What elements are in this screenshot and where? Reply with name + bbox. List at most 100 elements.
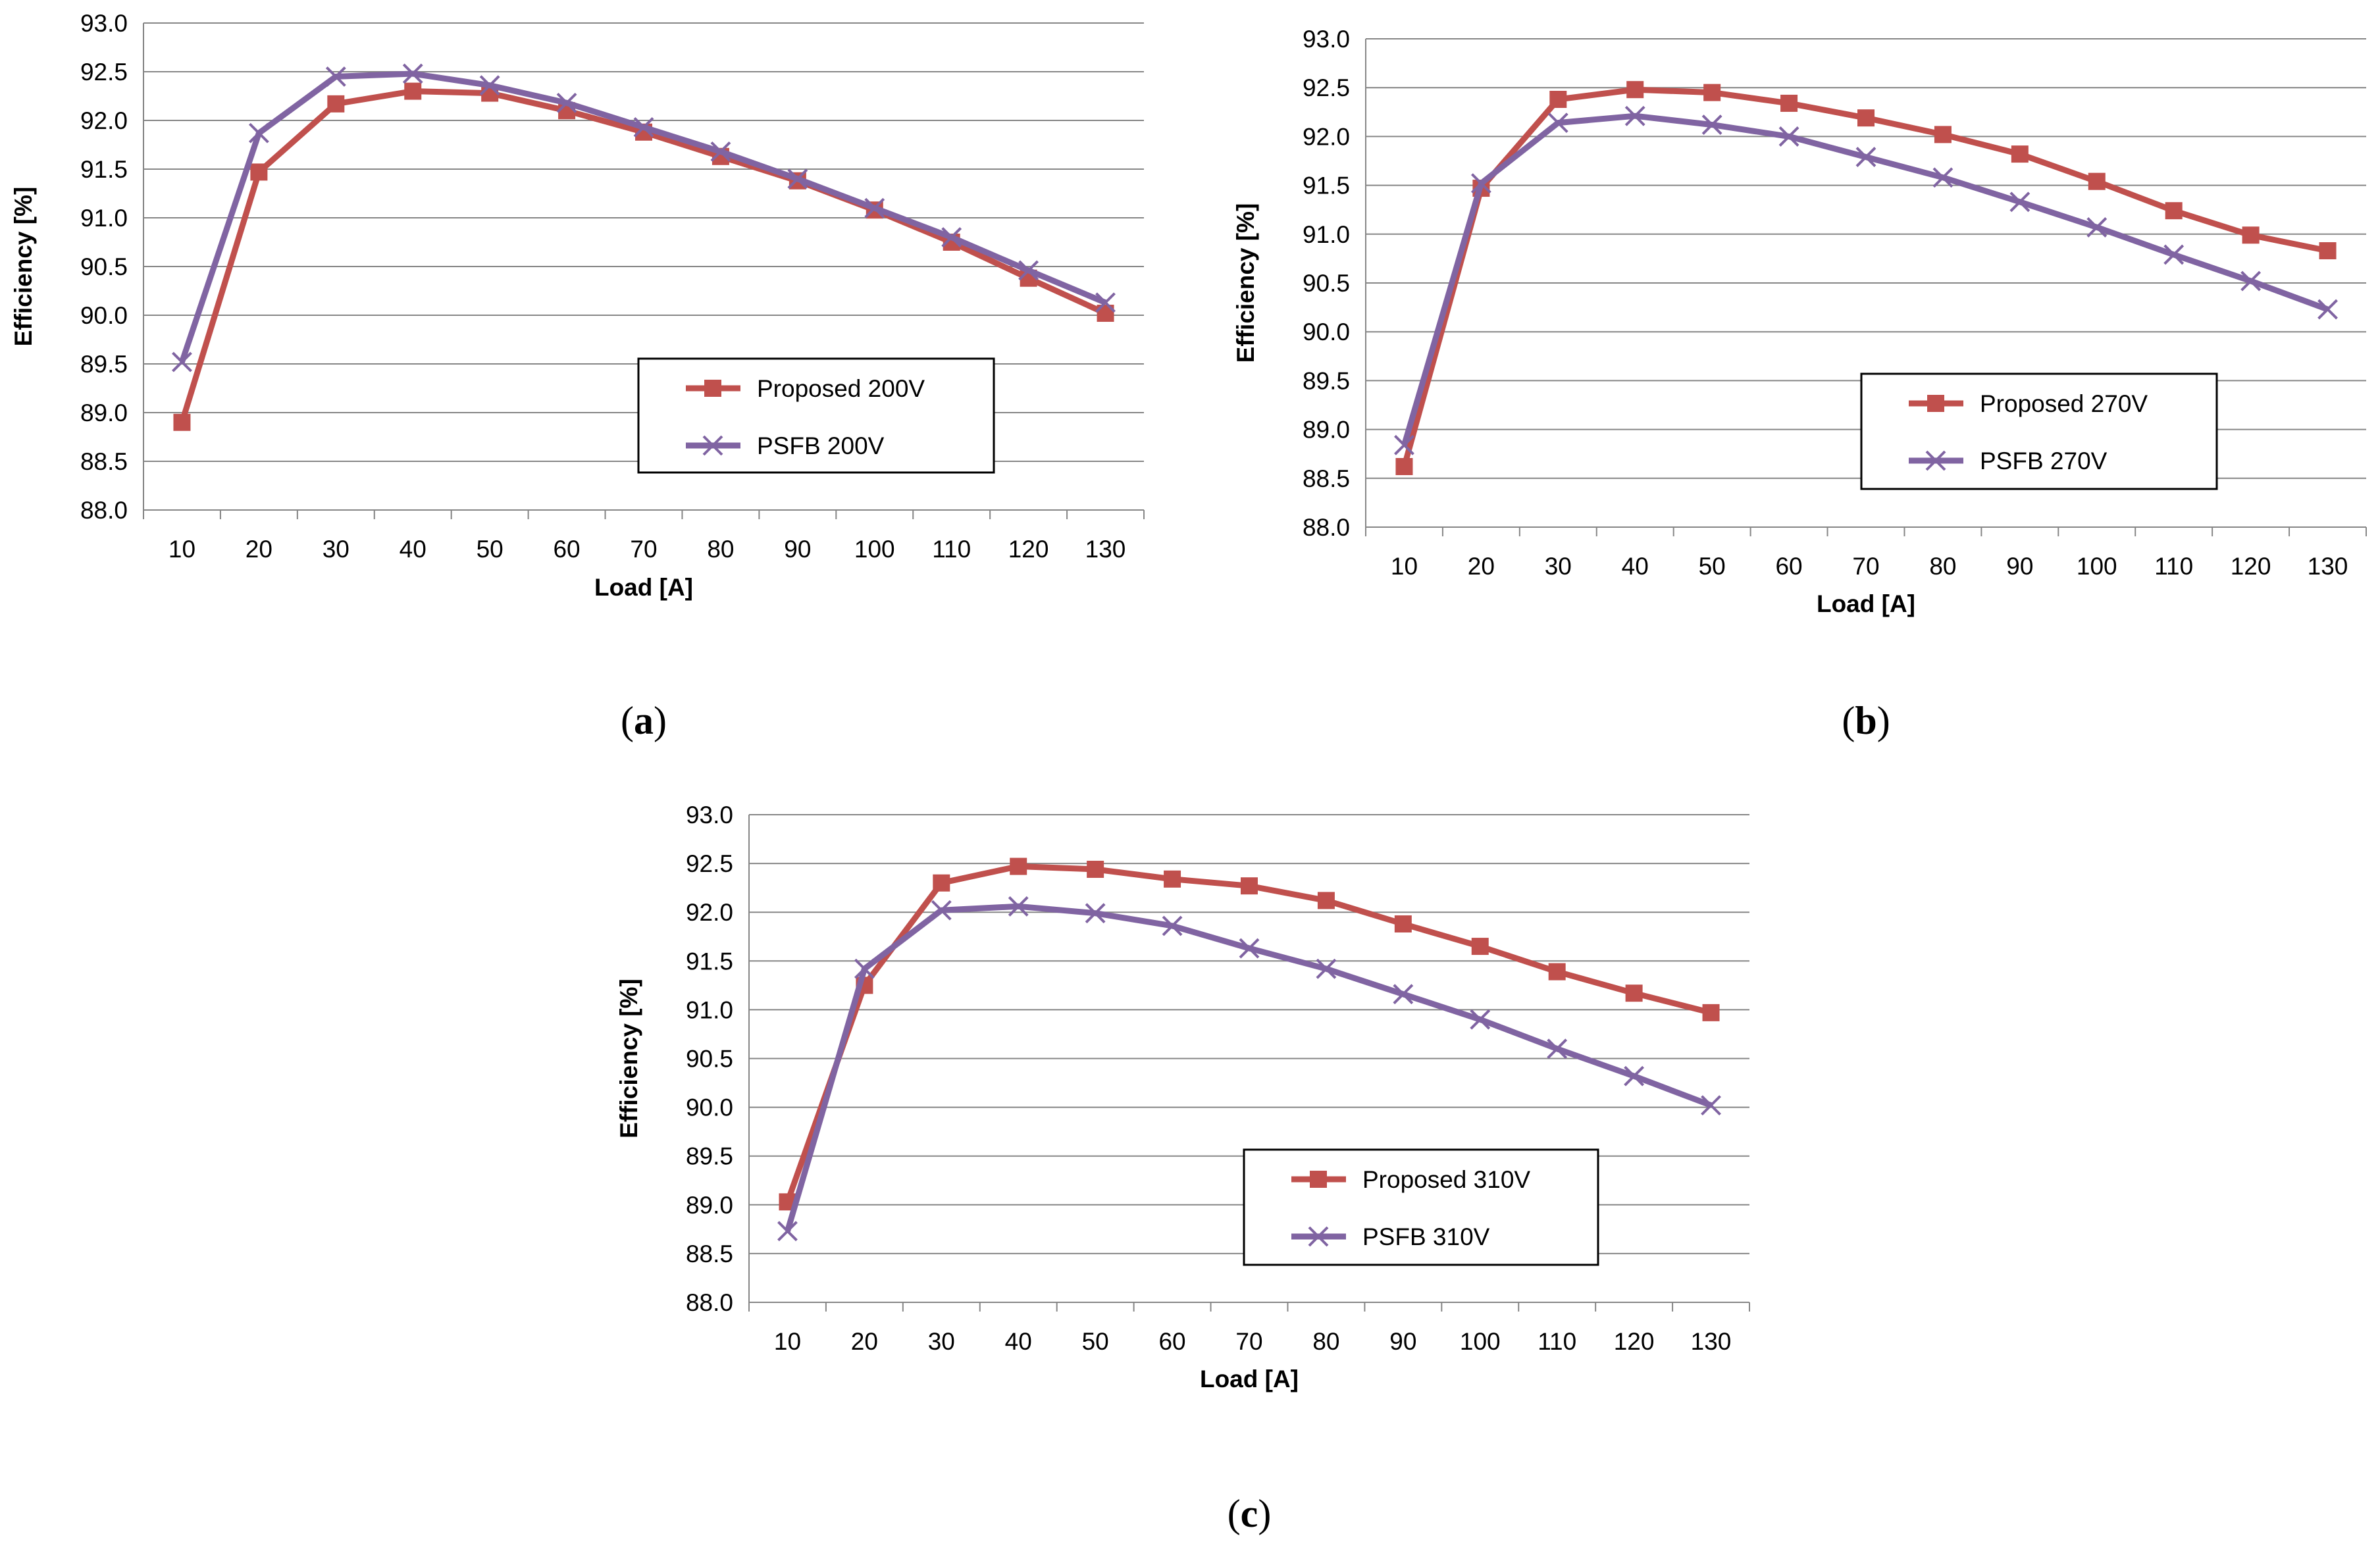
data-point-psfb xyxy=(1085,903,1106,924)
x-tick-label: 80 xyxy=(1929,553,1956,580)
panel-label: (c) xyxy=(1228,1492,1272,1535)
x-tick-label: 110 xyxy=(932,536,971,563)
data-point-proposed xyxy=(2088,172,2106,190)
y-tick-label: 89.0 xyxy=(686,1192,733,1219)
x-tick-label: 80 xyxy=(707,536,734,563)
data-point-psfb xyxy=(777,1221,798,1242)
legend-box xyxy=(637,357,995,474)
legend-box xyxy=(1860,372,2218,490)
x-tick-label: 90 xyxy=(2006,553,2033,580)
x-tick-label: 90 xyxy=(1389,1328,1416,1355)
x-tick-label: 100 xyxy=(1460,1328,1501,1355)
legend-box xyxy=(1243,1148,1599,1266)
y-tick-label: 93.0 xyxy=(1303,26,1350,53)
legend-label: PSFB 270V xyxy=(1980,447,2108,474)
y-tick-label: 91.0 xyxy=(686,996,733,1023)
data-point-proposed xyxy=(327,95,345,113)
legend-label: Proposed 200V xyxy=(757,375,925,402)
y-tick-label: 90.5 xyxy=(686,1046,733,1073)
x-tick-label: 120 xyxy=(1008,536,1049,563)
data-point-psfb xyxy=(1470,1009,1491,1030)
data-point-psfb xyxy=(2163,244,2185,265)
y-tick-label: 92.5 xyxy=(80,59,128,86)
data-point-proposed xyxy=(1625,984,1643,1002)
data-point-psfb xyxy=(931,900,952,921)
y-tick-label: 91.0 xyxy=(1303,221,1350,248)
x-tick-label: 70 xyxy=(630,536,657,563)
data-point-psfb xyxy=(402,63,423,84)
y-tick-label: 88.0 xyxy=(80,497,128,524)
chart-panel-b: 88.0 88.5 89.0 89.5 90.0 90.5 91.0 91.5 92.0 92.5… xyxy=(1232,26,2367,742)
data-point-proposed xyxy=(250,163,268,181)
x-tick-label: 60 xyxy=(1158,1328,1185,1355)
y-tick-label: 88.5 xyxy=(1303,465,1350,492)
data-point-proposed xyxy=(2242,226,2260,244)
x-tick-label: 80 xyxy=(1312,1328,1339,1355)
data-point-psfb xyxy=(1701,1095,1721,1116)
chart-panel-c: 88.0 88.5 89.0 89.5 90.0 90.5 91.0 91.5 92.0 92.5… xyxy=(615,802,1750,1535)
data-point-psfb xyxy=(1932,167,1953,188)
legend-marker-square xyxy=(1310,1171,1327,1188)
legend-marker-x xyxy=(702,435,723,456)
y-tick-label: 88.0 xyxy=(1303,514,1350,541)
legend: Proposed 270V PSFB 270V xyxy=(1860,372,2218,490)
legend-label: PSFB 200V xyxy=(757,432,885,459)
data-point-psfb xyxy=(1095,292,1116,313)
chart-panel-a: 88.0 88.5 89.0 89.5 90.0 90.5 91.0 91.5 92.0 92.5… xyxy=(10,10,1145,742)
data-point-proposed xyxy=(1702,1004,1720,1021)
panel-label: (a) xyxy=(621,699,667,742)
data-point-proposed xyxy=(1164,870,1181,888)
data-point-psfb xyxy=(248,122,269,143)
x-tick-label: 30 xyxy=(323,536,349,563)
data-point-psfb xyxy=(941,227,962,248)
y-tick-label: 89.0 xyxy=(80,399,128,426)
data-point-proposed xyxy=(2165,202,2183,220)
data-point-proposed xyxy=(173,413,191,431)
x-tick-label: 130 xyxy=(1085,536,1126,563)
y-tick-label: 92.5 xyxy=(1303,74,1350,101)
data-point-psfb xyxy=(1008,896,1029,917)
x-tick-label: 60 xyxy=(553,536,580,563)
x-tick-label: 70 xyxy=(1852,553,1879,580)
data-point-psfb xyxy=(1470,173,1491,194)
data-point-proposed xyxy=(1317,892,1335,909)
x-tick-label: 30 xyxy=(1545,553,1572,580)
data-point-proposed xyxy=(404,82,422,100)
y-tick-label: 90.0 xyxy=(1303,319,1350,345)
x-tick-label: 40 xyxy=(1005,1328,1032,1355)
legend-marker-square xyxy=(704,380,721,397)
legend-label: PSFB 310V xyxy=(1362,1223,1490,1250)
data-point-proposed xyxy=(1471,938,1489,956)
x-tick-label: 60 xyxy=(1775,553,1802,580)
y-tick-label: 93.0 xyxy=(686,802,733,829)
data-point-psfb xyxy=(479,75,500,96)
y-tick-label: 93.0 xyxy=(80,10,128,37)
data-point-psfb xyxy=(1547,1038,1568,1059)
y-tick-label: 90.0 xyxy=(686,1094,733,1121)
legend-label: Proposed 310V xyxy=(1362,1166,1530,1193)
x-tick-label: 20 xyxy=(851,1328,878,1355)
y-axis-title: Efficiency [%] xyxy=(1232,203,1259,363)
data-point-proposed xyxy=(1241,877,1258,895)
y-tick-label: 90.0 xyxy=(80,302,128,329)
data-point-psfb xyxy=(2317,299,2338,320)
x-tick-label: 20 xyxy=(1468,553,1495,580)
y-tick-label: 91.5 xyxy=(80,156,128,183)
x-tick-label: 110 xyxy=(2154,553,2193,580)
x-tick-label: 40 xyxy=(1622,553,1649,580)
x-tick-label: 100 xyxy=(854,536,895,563)
y-tick-label: 88.5 xyxy=(80,448,128,475)
data-point-psfb xyxy=(1547,113,1568,134)
x-tick-label: 50 xyxy=(477,536,504,563)
data-point-proposed xyxy=(1549,91,1567,109)
y-tick-label: 92.5 xyxy=(686,850,733,877)
y-tick-label: 91.5 xyxy=(686,948,733,975)
data-point-psfb xyxy=(172,351,192,372)
x-tick-label: 50 xyxy=(1699,553,1726,580)
x-axis-title: Load [A] xyxy=(594,574,693,601)
data-point-proposed xyxy=(1548,963,1566,981)
data-point-psfb xyxy=(556,92,577,113)
data-point-psfb xyxy=(710,141,731,162)
data-point-proposed xyxy=(1934,126,1952,143)
data-point-psfb xyxy=(1855,147,1876,167)
